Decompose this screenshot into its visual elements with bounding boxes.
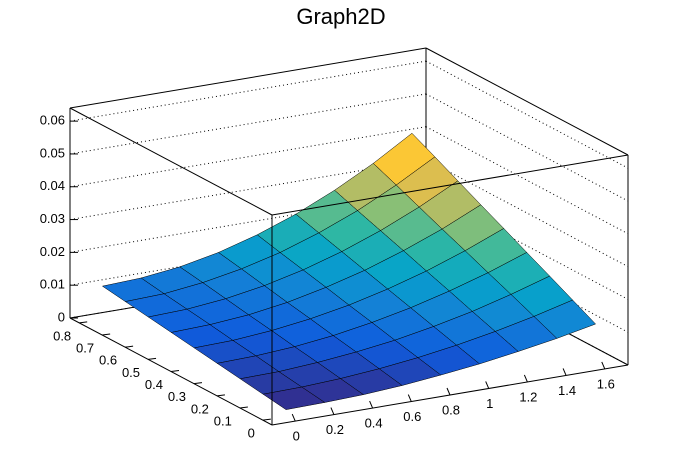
x-tick-label: 0.4 — [365, 415, 383, 430]
x-tick-label: 0.2 — [326, 422, 344, 437]
y-tick-label: 0.3 — [168, 389, 186, 404]
x-tick-label: 1 — [486, 396, 493, 411]
x-tick — [369, 400, 374, 409]
x-tick-label: 0.8 — [442, 402, 460, 417]
grid-line — [69, 60, 427, 122]
x-tick-label: 0 — [293, 429, 300, 444]
box-edge — [271, 154, 629, 216]
y-tick-label: 0.5 — [122, 365, 140, 380]
y-tick — [125, 345, 134, 348]
z-tick-label: 0.03 — [40, 211, 65, 226]
y-tick — [216, 394, 225, 397]
x-tick — [523, 374, 528, 383]
chart-title: Graph2D — [296, 4, 385, 29]
x-tick — [446, 387, 451, 396]
z-tick-label: 0.01 — [40, 277, 65, 292]
y-tick — [102, 333, 111, 336]
y-tick-label: 0.2 — [191, 401, 209, 416]
y-tick-label: 0.6 — [99, 353, 117, 368]
box-edge — [69, 47, 427, 109]
y-tick — [147, 357, 157, 360]
surface-cell — [262, 386, 326, 410]
y-tick — [239, 406, 248, 409]
z-tick-label: 0.04 — [40, 178, 65, 193]
grid-line — [69, 126, 427, 188]
x-tick — [330, 407, 335, 415]
z-tick-label: 0.02 — [40, 244, 65, 259]
y-tick — [170, 370, 180, 372]
x-tick-label: 1.2 — [519, 389, 537, 404]
x-tick — [407, 394, 412, 402]
y-tick — [193, 382, 203, 385]
z-tick-label: 0.06 — [40, 113, 65, 128]
box-edge — [69, 107, 273, 216]
y-tick-label: 0 — [248, 426, 255, 441]
y-tick-label: 0.1 — [214, 413, 232, 428]
y-tick-label: 0.7 — [76, 340, 94, 355]
x-tick — [291, 413, 296, 422]
x-tick — [562, 368, 567, 376]
y-tick — [79, 321, 88, 324]
y-tick — [262, 418, 271, 421]
z-tick-label: 0 — [58, 309, 65, 324]
z-tick-label: 0.05 — [40, 145, 65, 160]
x-tick-label: 1.4 — [558, 383, 576, 398]
x-tick-label: 1.6 — [597, 376, 615, 391]
x-tick — [601, 361, 606, 370]
x-tick — [485, 381, 490, 389]
y-tick-label: 0.8 — [53, 328, 71, 343]
box-edge — [425, 47, 629, 156]
x-tick-label: 0.6 — [403, 409, 421, 424]
y-tick-label: 0.4 — [145, 377, 163, 392]
grid-line — [69, 93, 427, 155]
